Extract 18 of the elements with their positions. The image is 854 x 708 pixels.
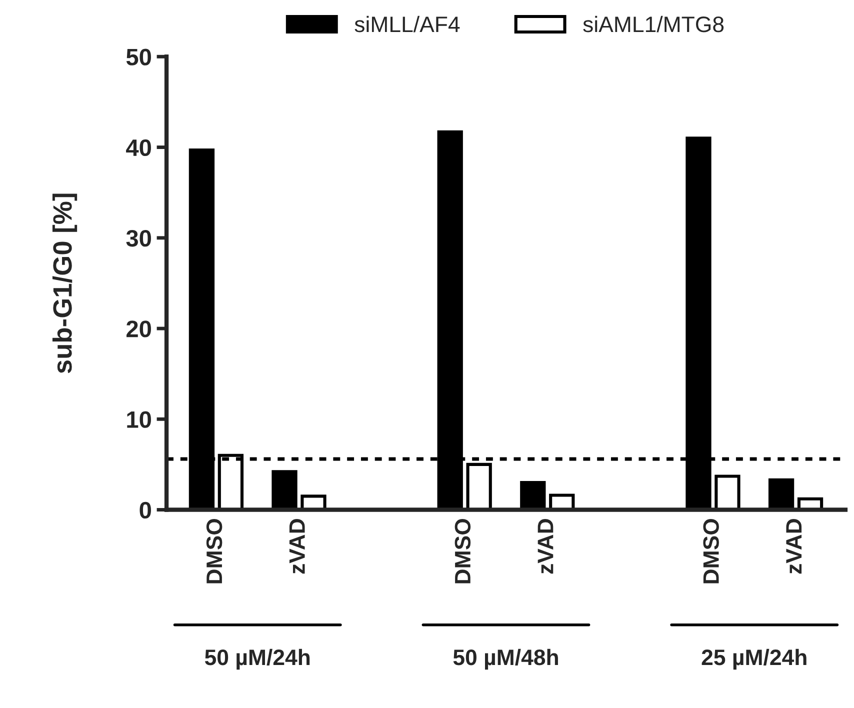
y-tick-label: 30	[126, 230, 151, 247]
x-tick-label: zVAD	[786, 519, 802, 574]
x-tick-label: DMSO	[206, 519, 222, 584]
y-axis-title: sub-G1/G0 [%]	[52, 194, 78, 374]
x-tick-label: DMSO	[703, 519, 719, 584]
y-tick-label: 0	[140, 502, 151, 519]
x-tick-label: zVAD	[289, 519, 305, 574]
y-tick-label: 20	[126, 320, 151, 338]
text: 50 µM/24h	[204, 648, 310, 670]
y-tick-label: 10	[127, 411, 151, 428]
legend-label: siMLL/AF4	[354, 16, 460, 32]
y-tick-label: 40	[126, 139, 151, 156]
legend-label: siAML1/MTG8	[583, 16, 724, 32]
text: 25 µM/24h	[702, 648, 806, 670]
text: 50 µM/48h	[453, 648, 558, 670]
x-tick-label: DMSO	[454, 519, 471, 584]
x-tick-label: zVAD	[538, 519, 554, 574]
y-tick-label: 50	[126, 48, 151, 66]
